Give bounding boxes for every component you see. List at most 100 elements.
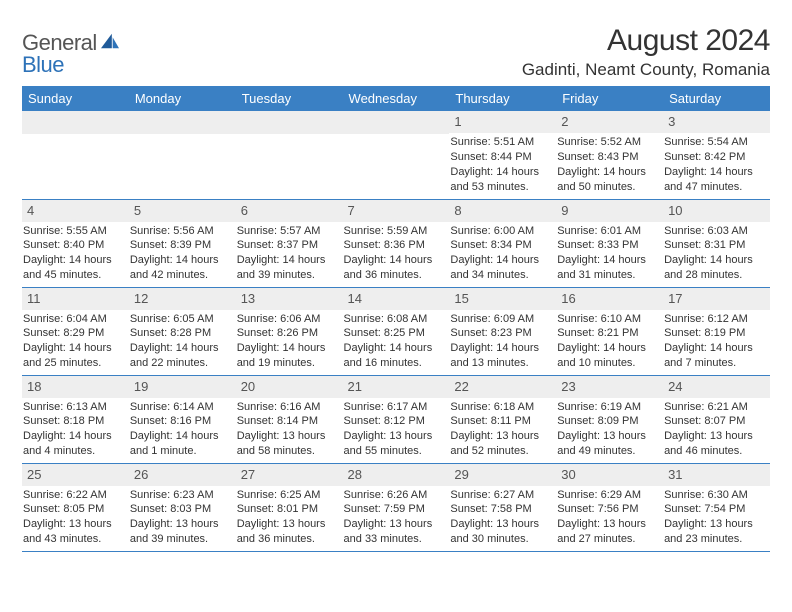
day-info: Sunrise: 5:57 AMSunset: 8:37 PMDaylight:… [236,222,343,283]
day-number: 19 [134,379,231,394]
daylight-text: Daylight: 14 hours and 19 minutes. [237,341,342,371]
sunset-text: Sunset: 8:43 PM [557,150,662,165]
daylight-text: Daylight: 14 hours and 1 minute. [130,429,235,459]
day-number: 24 [668,379,765,394]
daylight-text: Daylight: 14 hours and 7 minutes. [664,341,769,371]
sunset-text: Sunset: 8:31 PM [664,238,769,253]
day-info: Sunrise: 5:54 AMSunset: 8:42 PMDaylight:… [663,133,770,194]
sunset-text: Sunset: 8:14 PM [237,414,342,429]
calendar-day-cell: 21Sunrise: 6:17 AMSunset: 8:12 PMDayligh… [343,375,450,463]
calendar-day-cell: 2Sunrise: 5:52 AMSunset: 8:43 PMDaylight… [556,111,663,199]
day-info: Sunrise: 5:51 AMSunset: 8:44 PMDaylight:… [449,133,556,194]
daylight-text: Daylight: 14 hours and 31 minutes. [557,253,662,283]
day-number: 30 [561,467,658,482]
calendar-day-cell: 10Sunrise: 6:03 AMSunset: 8:31 PMDayligh… [663,199,770,287]
logo-sail-icon [99,32,121,50]
daylight-text: Daylight: 13 hours and 39 minutes. [130,517,235,547]
weekday-header: Thursday [449,86,556,111]
day-number: 15 [454,291,551,306]
daylight-text: Daylight: 14 hours and 13 minutes. [450,341,555,371]
day-number: 18 [27,379,124,394]
sunrise-text: Sunrise: 5:57 AM [237,224,342,239]
logo-word-blue: Blue [22,52,64,77]
sunrise-text: Sunrise: 6:18 AM [450,400,555,415]
daylight-text: Daylight: 14 hours and 10 minutes. [557,341,662,371]
day-info: Sunrise: 6:05 AMSunset: 8:28 PMDaylight:… [129,310,236,371]
day-number: 14 [348,291,445,306]
day-number: 7 [348,203,445,218]
daylight-text: Daylight: 13 hours and 58 minutes. [237,429,342,459]
day-info: Sunrise: 6:26 AMSunset: 7:59 PMDaylight:… [343,486,450,547]
day-info: Sunrise: 6:17 AMSunset: 8:12 PMDaylight:… [343,398,450,459]
calendar-table: Sunday Monday Tuesday Wednesday Thursday… [22,86,770,552]
sunset-text: Sunset: 8:42 PM [664,150,769,165]
calendar-week-row: 18Sunrise: 6:13 AMSunset: 8:18 PMDayligh… [22,375,770,463]
daylight-text: Daylight: 13 hours and 43 minutes. [23,517,128,547]
sunrise-text: Sunrise: 6:29 AM [557,488,662,503]
calendar-day-cell: 22 Sunrise: 6:18 AMSunset: 8:11 PMDayligh… [449,375,556,463]
calendar-day-cell: 31 Sunrise: 6:30 AMSunset: 7:54 PMDayligh… [663,463,770,551]
sunset-text: Sunset: 8:23 PM [450,326,555,341]
sunrise-text: Sunrise: 6:17 AM [344,400,449,415]
sunrise-text: Sunrise: 5:51 AM [450,135,555,150]
day-info: Sunrise: 5:55 AMSunset: 8:40 PMDaylight:… [22,222,129,283]
page-title: August 2024 [522,24,770,58]
calendar-day-cell: 16Sunrise: 6:10 AMSunset: 8:21 PMDayligh… [556,287,663,375]
sunrise-text: Sunrise: 5:55 AM [23,224,128,239]
day-number: 17 [668,291,765,306]
day-info: Sunrise: 6:27 AMSunset: 7:58 PMDaylight:… [449,486,556,547]
day-number: 8 [454,203,551,218]
sunrise-text: Sunrise: 6:03 AM [664,224,769,239]
sunrise-text: Sunrise: 6:19 AM [557,400,662,415]
calendar-day-cell: 12Sunrise: 6:05 AMSunset: 8:28 PMDayligh… [129,287,236,375]
sunrise-text: Sunrise: 6:27 AM [450,488,555,503]
sunset-text: Sunset: 8:03 PM [130,502,235,517]
daylight-text: Daylight: 13 hours and 23 minutes. [664,517,769,547]
daylight-text: Daylight: 13 hours and 27 minutes. [557,517,662,547]
daylight-text: Daylight: 13 hours and 33 minutes. [344,517,449,547]
calendar-day-cell: 24Sunrise: 6:21 AMSunset: 8:07 PMDayligh… [663,375,770,463]
sunset-text: Sunset: 8:33 PM [557,238,662,253]
sunset-text: Sunset: 8:01 PM [237,502,342,517]
day-info: Sunrise: 6:08 AMSunset: 8:25 PMDaylight:… [343,310,450,371]
day-info: Sunrise: 6:18 AMSunset: 8:11 PMDaylight:… [449,398,556,459]
day-info: Sunrise: 6:29 AMSunset: 7:56 PMDaylight:… [556,486,663,547]
calendar-day-cell: 5Sunrise: 5:56 AMSunset: 8:39 PMDaylight… [129,199,236,287]
day-info: Sunrise: 6:06 AMSunset: 8:26 PMDaylight:… [236,310,343,371]
day-number: 1 [454,114,551,129]
day-number: 5 [134,203,231,218]
calendar-day-cell: 25Sunrise: 6:22 AMSunset: 8:05 PMDayligh… [22,463,129,551]
daylight-text: Daylight: 13 hours and 46 minutes. [664,429,769,459]
daylight-text: Daylight: 14 hours and 42 minutes. [130,253,235,283]
calendar-day-cell: 13 Sunrise: 6:06 AMSunset: 8:26 PMDayligh… [236,287,343,375]
daylight-text: Daylight: 14 hours and 4 minutes. [23,429,128,459]
calendar-day-cell: 6Sunrise: 5:57 AMSunset: 8:37 PMDaylight… [236,199,343,287]
sunrise-text: Sunrise: 6:10 AM [557,312,662,327]
day-info: Sunrise: 6:30 AMSunset: 7:54 PMDaylight:… [663,486,770,547]
day-number: 13 [241,291,338,306]
location-label: Gadinti, Neamt County, Romania [522,60,770,80]
day-info: Sunrise: 6:04 AMSunset: 8:29 PMDaylight:… [22,310,129,371]
sunrise-text: Sunrise: 6:00 AM [450,224,555,239]
calendar-day-cell: 11 Sunrise: 6:04 AMSunset: 8:29 PMDayligh… [22,287,129,375]
day-number: 26 [134,467,231,482]
day-number: 23 [561,379,658,394]
sunset-text: Sunset: 8:26 PM [237,326,342,341]
day-number: 22 [454,379,551,394]
sunset-text: Sunset: 8:44 PM [450,150,555,165]
daylight-text: Daylight: 14 hours and 39 minutes. [237,253,342,283]
calendar-day-cell: 29Sunrise: 6:27 AMSunset: 7:58 PMDayligh… [449,463,556,551]
daylight-text: Daylight: 13 hours and 49 minutes. [557,429,662,459]
weekday-header: Monday [129,86,236,111]
day-number: 11 [27,291,124,306]
calendar-day-cell: 17Sunrise: 6:12 AMSunset: 8:19 PMDayligh… [663,287,770,375]
day-info: Sunrise: 6:09 AMSunset: 8:23 PMDaylight:… [449,310,556,371]
day-number: 31 [668,467,765,482]
sunrise-text: Sunrise: 6:14 AM [130,400,235,415]
daylight-text: Daylight: 14 hours and 34 minutes. [450,253,555,283]
sunset-text: Sunset: 8:19 PM [664,326,769,341]
calendar-day-cell: 18Sunrise: 6:13 AMSunset: 8:18 PMDayligh… [22,375,129,463]
day-info: Sunrise: 6:23 AMSunset: 8:03 PMDaylight:… [129,486,236,547]
sunrise-text: Sunrise: 5:52 AM [557,135,662,150]
daylight-text: Daylight: 14 hours and 47 minutes. [664,165,769,195]
